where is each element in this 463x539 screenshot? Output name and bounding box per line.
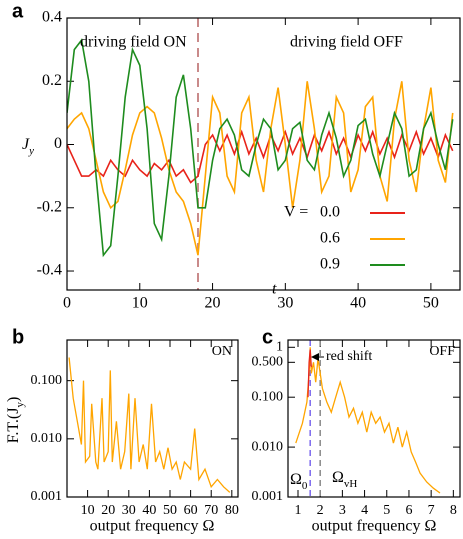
y-tick-label: 0.001 bbox=[252, 489, 284, 504]
x-tick-label: 8 bbox=[450, 503, 457, 518]
legend-title: V = bbox=[284, 204, 308, 221]
x-tick-label: 5 bbox=[383, 503, 390, 518]
y-axis-label-part: J bbox=[22, 136, 30, 153]
annotation: red shift bbox=[326, 349, 372, 364]
x-tick-label: 0 bbox=[63, 295, 71, 312]
panel-label: a bbox=[12, 0, 24, 22]
legend-label: 0.6 bbox=[320, 230, 340, 247]
series-line bbox=[67, 38, 454, 258]
y-tick-label: 0 bbox=[54, 135, 62, 152]
panel-label: b bbox=[12, 326, 24, 348]
x-tick-label: 7 bbox=[428, 503, 435, 518]
y-tick-label: 0.4 bbox=[42, 9, 62, 26]
annotation: driving field ON bbox=[80, 34, 187, 51]
legend-label: 0.9 bbox=[320, 256, 340, 273]
x-tick-label: 2 bbox=[317, 503, 324, 518]
marker-label: ΩvH bbox=[332, 469, 357, 490]
y-axis-label-part: y bbox=[14, 402, 26, 408]
marker-label: Ω0 bbox=[290, 471, 308, 492]
y-tick-label: -0.2 bbox=[37, 198, 62, 215]
series-line bbox=[295, 347, 441, 494]
y-tick-label: 0.500 bbox=[252, 355, 284, 370]
x-tick-label: 30 bbox=[277, 295, 293, 312]
y-tick-label: 0.010 bbox=[31, 431, 63, 446]
y-tick-label: 0.001 bbox=[31, 489, 63, 504]
y-tick-label: 0.100 bbox=[252, 389, 284, 404]
plot-frame bbox=[66, 17, 461, 291]
y-axis-label-part: F.T.(J bbox=[5, 408, 22, 444]
x-tick-label: 1 bbox=[294, 503, 301, 518]
x-tick-label: 20 bbox=[205, 295, 221, 312]
y-axis-label-part: y bbox=[28, 145, 34, 157]
x-tick-label: 4 bbox=[361, 503, 368, 518]
x-tick-label: 60 bbox=[184, 503, 198, 518]
y-tick-label: -0.4 bbox=[37, 262, 62, 279]
x-axis-label: t bbox=[272, 281, 277, 298]
series-line bbox=[307, 349, 312, 398]
x-tick-label: 10 bbox=[132, 295, 148, 312]
x-tick-label: 80 bbox=[225, 503, 239, 518]
x-tick-label: 40 bbox=[142, 503, 156, 518]
series-line bbox=[67, 81, 454, 256]
x-tick-label: 30 bbox=[122, 503, 136, 518]
annotation: driving field OFF bbox=[290, 34, 403, 51]
marker-label-part: vH bbox=[344, 478, 358, 490]
x-tick-label: 6 bbox=[405, 503, 412, 518]
x-axis-label: output frequency Ω bbox=[90, 518, 215, 535]
marker-label-part: Ω bbox=[290, 471, 302, 488]
x-axis-label: output frequency Ω bbox=[312, 518, 437, 535]
y-tick-label: 0.2 bbox=[42, 72, 62, 89]
legend-label: 0.0 bbox=[320, 204, 340, 221]
plot-frame bbox=[66, 339, 239, 498]
x-tick-label: 50 bbox=[423, 295, 439, 312]
x-tick-label: 3 bbox=[339, 503, 346, 518]
marker-label-part: 0 bbox=[302, 480, 308, 492]
y-axis-label: F.T.(Jy) bbox=[5, 397, 26, 444]
annotation: OFF bbox=[429, 344, 455, 359]
y-axis-label: Jy bbox=[22, 136, 34, 157]
y-tick-label: 0.100 bbox=[31, 373, 63, 388]
plot-frame bbox=[287, 339, 461, 498]
y-tick-label: 1 bbox=[276, 340, 283, 355]
y-tick-label: 0.010 bbox=[252, 439, 284, 454]
marker-label-part: Ω bbox=[332, 469, 344, 486]
x-tick-label: 50 bbox=[163, 503, 177, 518]
x-tick-label: 10 bbox=[81, 503, 95, 518]
panel-label: c bbox=[262, 326, 273, 348]
x-tick-label: 40 bbox=[350, 295, 366, 312]
x-tick-label: 20 bbox=[101, 503, 115, 518]
y-axis-label-part: ) bbox=[5, 397, 22, 402]
series-line bbox=[68, 357, 231, 493]
annotation: ON bbox=[212, 344, 232, 359]
x-tick-label: 70 bbox=[204, 503, 218, 518]
